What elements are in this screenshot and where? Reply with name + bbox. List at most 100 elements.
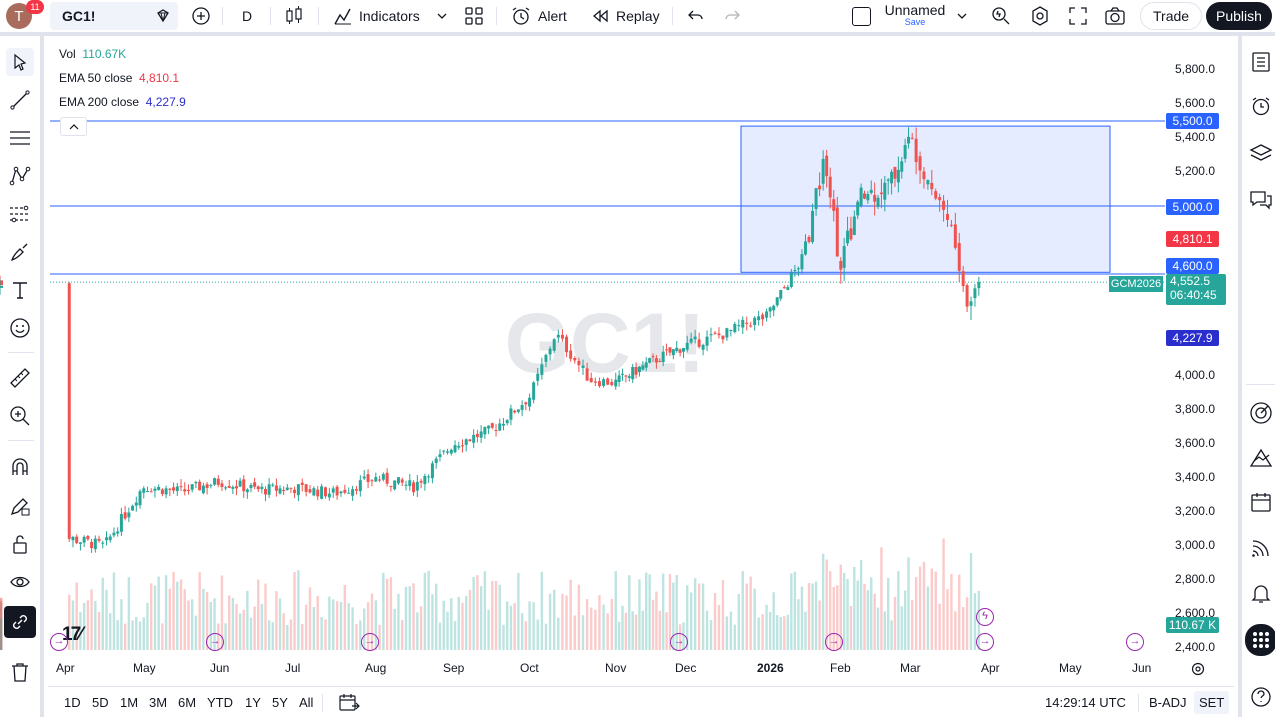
- lock-pen-icon[interactable]: [6, 492, 34, 520]
- candle-body: [705, 336, 709, 346]
- target-icon[interactable]: [1246, 398, 1275, 428]
- quick-search-icon[interactable]: [990, 5, 1012, 27]
- candle-body: [498, 423, 502, 431]
- chat-icon[interactable]: [1246, 185, 1275, 215]
- settings-gear-icon[interactable]: [1029, 5, 1051, 27]
- publish-button[interactable]: Publish: [1206, 2, 1272, 30]
- layout-name-label: Unnamed: [884, 2, 946, 18]
- event-marker[interactable]: →: [670, 633, 688, 651]
- range-button[interactable]: 1M: [120, 695, 139, 710]
- volume-bar: [897, 571, 900, 650]
- interval-button[interactable]: D: [242, 8, 253, 24]
- chart-pattern-icon[interactable]: [1246, 443, 1275, 473]
- zoom-in-icon[interactable]: [6, 402, 34, 430]
- redo-icon[interactable]: [722, 6, 742, 26]
- event-marker[interactable]: →: [1126, 633, 1144, 651]
- apps-grid-icon[interactable]: [1245, 624, 1275, 656]
- chevron-down-icon[interactable]: [436, 10, 448, 22]
- range-button[interactable]: YTD: [207, 695, 233, 710]
- event-marker[interactable]: →: [976, 633, 994, 651]
- alerts-clock-icon[interactable]: [1246, 91, 1275, 121]
- trend-line-icon[interactable]: [6, 86, 34, 114]
- price-label-5000[interactable]: 5,000.0: [1166, 199, 1219, 215]
- undo-icon[interactable]: [686, 6, 706, 26]
- session-toggle[interactable]: SET: [1194, 691, 1230, 714]
- layout-chevron-icon[interactable]: [956, 10, 968, 22]
- layers-icon[interactable]: [1246, 138, 1275, 168]
- templates-icon[interactable]: [464, 6, 484, 26]
- event-marker[interactable]: →: [825, 633, 843, 651]
- volume-bar: [776, 615, 779, 650]
- range-button[interactable]: 5Y: [272, 695, 288, 710]
- price-label-4600[interactable]: 4,600.0: [1166, 258, 1219, 274]
- diamond-icon[interactable]: [154, 7, 172, 25]
- magnet-icon[interactable]: [6, 454, 34, 482]
- candle-body: [404, 484, 408, 486]
- candle-body: [501, 423, 505, 426]
- b-adj-toggle[interactable]: B-ADJ: [1149, 695, 1187, 710]
- volume-bar: [253, 606, 256, 650]
- event-marker[interactable]: →: [50, 633, 68, 651]
- trade-button[interactable]: Trade: [1140, 2, 1203, 30]
- candle-body: [772, 305, 776, 311]
- replay-button[interactable]: Replay: [590, 0, 660, 32]
- range-button[interactable]: 3M: [149, 695, 168, 710]
- rectangle-drawing[interactable]: [740, 125, 1111, 273]
- goto-date-icon[interactable]: [338, 693, 360, 713]
- volume-bar: [123, 623, 127, 650]
- range-button[interactable]: 1Y: [245, 695, 261, 710]
- range-button[interactable]: All: [299, 695, 314, 710]
- help-icon[interactable]: [1246, 682, 1275, 712]
- horizontal-lines[interactable]: [50, 120, 1165, 275]
- layout-checkbox[interactable]: [852, 7, 871, 26]
- symbol-search[interactable]: GC1!: [50, 2, 178, 30]
- ruler-icon[interactable]: [6, 364, 34, 392]
- text-icon[interactable]: [6, 276, 34, 304]
- calendar-icon[interactable]: [1246, 487, 1275, 517]
- symbol-name: GC1!: [62, 8, 96, 24]
- event-marker[interactable]: →: [361, 633, 379, 651]
- price-label-5500[interactable]: 5,500.0: [1166, 113, 1219, 129]
- legend-ema50[interactable]: EMA 50 close 4,810.1: [59, 71, 179, 85]
- emoji-icon[interactable]: [6, 314, 34, 342]
- volume-bar: [638, 579, 641, 650]
- volume-bar: [494, 580, 498, 650]
- compare-add-icon[interactable]: [190, 5, 212, 27]
- indicators-button[interactable]: Indicators: [333, 0, 420, 32]
- legend-collapse-button[interactable]: [60, 117, 87, 136]
- time-axis-settings-icon[interactable]: [1190, 661, 1206, 677]
- layout-name[interactable]: Unnamed Save: [884, 2, 946, 27]
- pattern-icon[interactable]: [6, 162, 34, 190]
- range-button[interactable]: 6M: [178, 695, 197, 710]
- range-button[interactable]: 5D: [92, 695, 109, 710]
- broadcast-icon[interactable]: [1246, 533, 1275, 563]
- candles-icon[interactable]: [284, 5, 304, 27]
- alert-button[interactable]: Alert: [510, 0, 567, 32]
- brush-icon[interactable]: [6, 238, 34, 266]
- legend-volume[interactable]: Vol 110.67K: [59, 47, 126, 61]
- notification-bell-icon[interactable]: [1246, 578, 1275, 608]
- trash-icon[interactable]: [6, 658, 34, 686]
- cursor-icon[interactable]: [6, 48, 34, 76]
- legend-ema200[interactable]: EMA 200 close 4,227.9: [59, 95, 186, 109]
- candle-body: [245, 489, 249, 493]
- eye-icon[interactable]: [6, 568, 34, 596]
- lightning-event-marker[interactable]: ϟ: [976, 608, 994, 626]
- lock-icon[interactable]: [6, 530, 34, 558]
- range-button[interactable]: 1D: [64, 695, 81, 710]
- fullscreen-icon[interactable]: [1068, 6, 1088, 26]
- bottom-toolbar: 1D 5D 1M 3M 6M YTD 1Y 5Y All 14:29:14 UTC B-ADJ …: [48, 686, 1234, 717]
- horizontal-lines-icon[interactable]: [6, 124, 34, 152]
- event-marker[interactable]: →: [206, 633, 224, 651]
- link-icon[interactable]: [4, 606, 36, 638]
- volume-bar: [866, 590, 870, 650]
- clock[interactable]: 14:29:14 UTC: [1045, 695, 1126, 710]
- camera-icon[interactable]: [1104, 5, 1126, 27]
- volume-bar: [783, 616, 786, 650]
- volume-bar: [275, 591, 278, 650]
- volume-bar: [717, 604, 721, 650]
- fib-icon[interactable]: [6, 200, 34, 228]
- watchlist-icon[interactable]: [1246, 47, 1275, 77]
- volume-bar: [553, 589, 556, 650]
